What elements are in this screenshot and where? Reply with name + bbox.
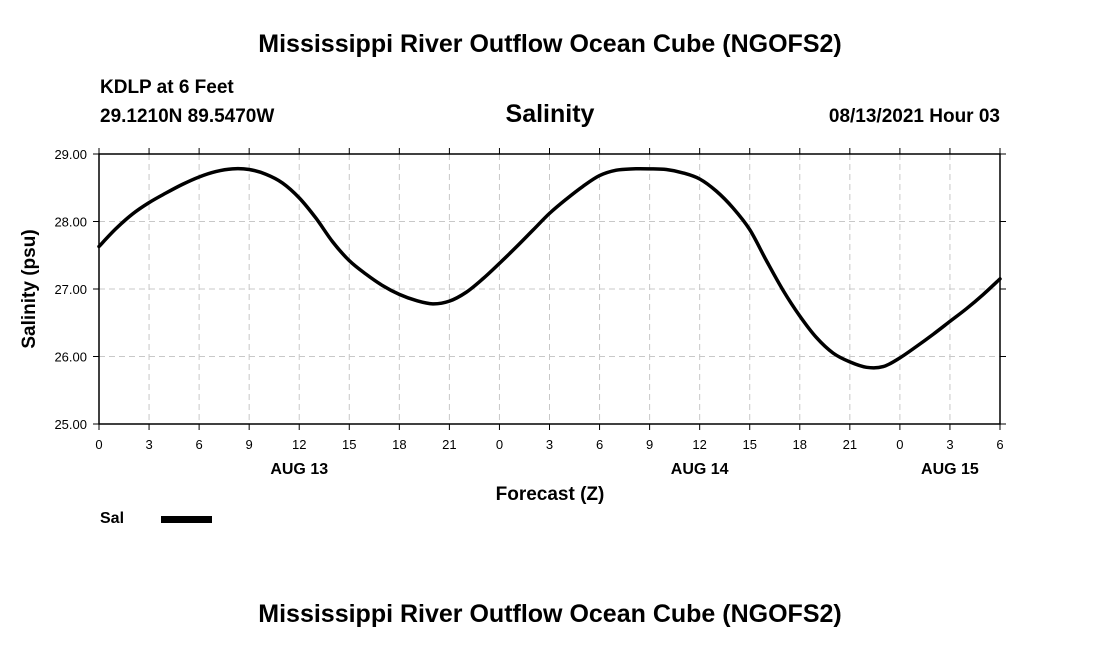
x-tick-label: 6 <box>996 437 1003 452</box>
x-tick-label: 6 <box>596 437 603 452</box>
x-tick-label: 15 <box>342 437 356 452</box>
plot-frame <box>98 153 1001 425</box>
date-labels: AUG 13 AUG 14 AUG 15 <box>270 461 979 478</box>
x-tick-label: 0 <box>896 437 903 452</box>
x-tick-label: 18 <box>793 437 807 452</box>
x-tick-label: 6 <box>195 437 202 452</box>
date-label: AUG 14 <box>671 461 729 478</box>
footer-title: Mississippi River Outflow Ocean Cube (NG… <box>258 600 842 628</box>
main-title: Mississippi River Outflow Ocean Cube (NG… <box>258 30 842 58</box>
y-tick-label: 27.00 <box>54 282 87 297</box>
x-tick-label: 9 <box>246 437 253 452</box>
x-tick-label: 3 <box>145 437 152 452</box>
station-coordinates: 29.1210N 89.5470W <box>100 106 275 127</box>
legend-swatch <box>161 516 212 523</box>
x-tick-label: 21 <box>442 437 456 452</box>
grid-lines <box>99 154 1000 424</box>
y-tick-labels: 25.00 26.00 27.00 28.00 29.00 <box>54 147 87 432</box>
x-tick-labels: 0 3 6 9 12 15 18 21 0 3 6 9 12 15 18 21 0 3 6 <box>95 437 1003 452</box>
salinity-series-line <box>97 166 1002 370</box>
x-tick-label: 15 <box>742 437 756 452</box>
forecast-run-time: 08/13/2021 Hour 03 <box>828 106 1000 127</box>
chart-title: Salinity <box>505 100 595 128</box>
x-tick-label: 12 <box>292 437 306 452</box>
x-tick-label: 3 <box>946 437 953 452</box>
y-tick-label: 26.00 <box>54 350 87 365</box>
x-tick-label: 21 <box>843 437 857 452</box>
y-tick-label: 25.00 <box>54 417 87 432</box>
y-axis-label: Salinity (psu) <box>19 229 40 348</box>
date-label: AUG 13 <box>270 461 328 478</box>
station-name: KDLP at 6 Feet <box>100 77 234 98</box>
date-label: AUG 15 <box>921 461 979 478</box>
x-tick-label: 0 <box>95 437 102 452</box>
x-tick-label: 3 <box>546 437 553 452</box>
y-tick-label: 29.00 <box>54 147 87 162</box>
y-tick-label: 28.00 <box>54 215 87 230</box>
x-tick-label: 18 <box>392 437 406 452</box>
x-tick-label: 12 <box>692 437 706 452</box>
legend-label: Sal <box>100 510 125 527</box>
x-tick-label: 0 <box>496 437 503 452</box>
x-axis-label: Forecast (Z) <box>496 484 605 505</box>
x-tick-label: 9 <box>646 437 653 452</box>
axis-ticks <box>93 148 1006 430</box>
